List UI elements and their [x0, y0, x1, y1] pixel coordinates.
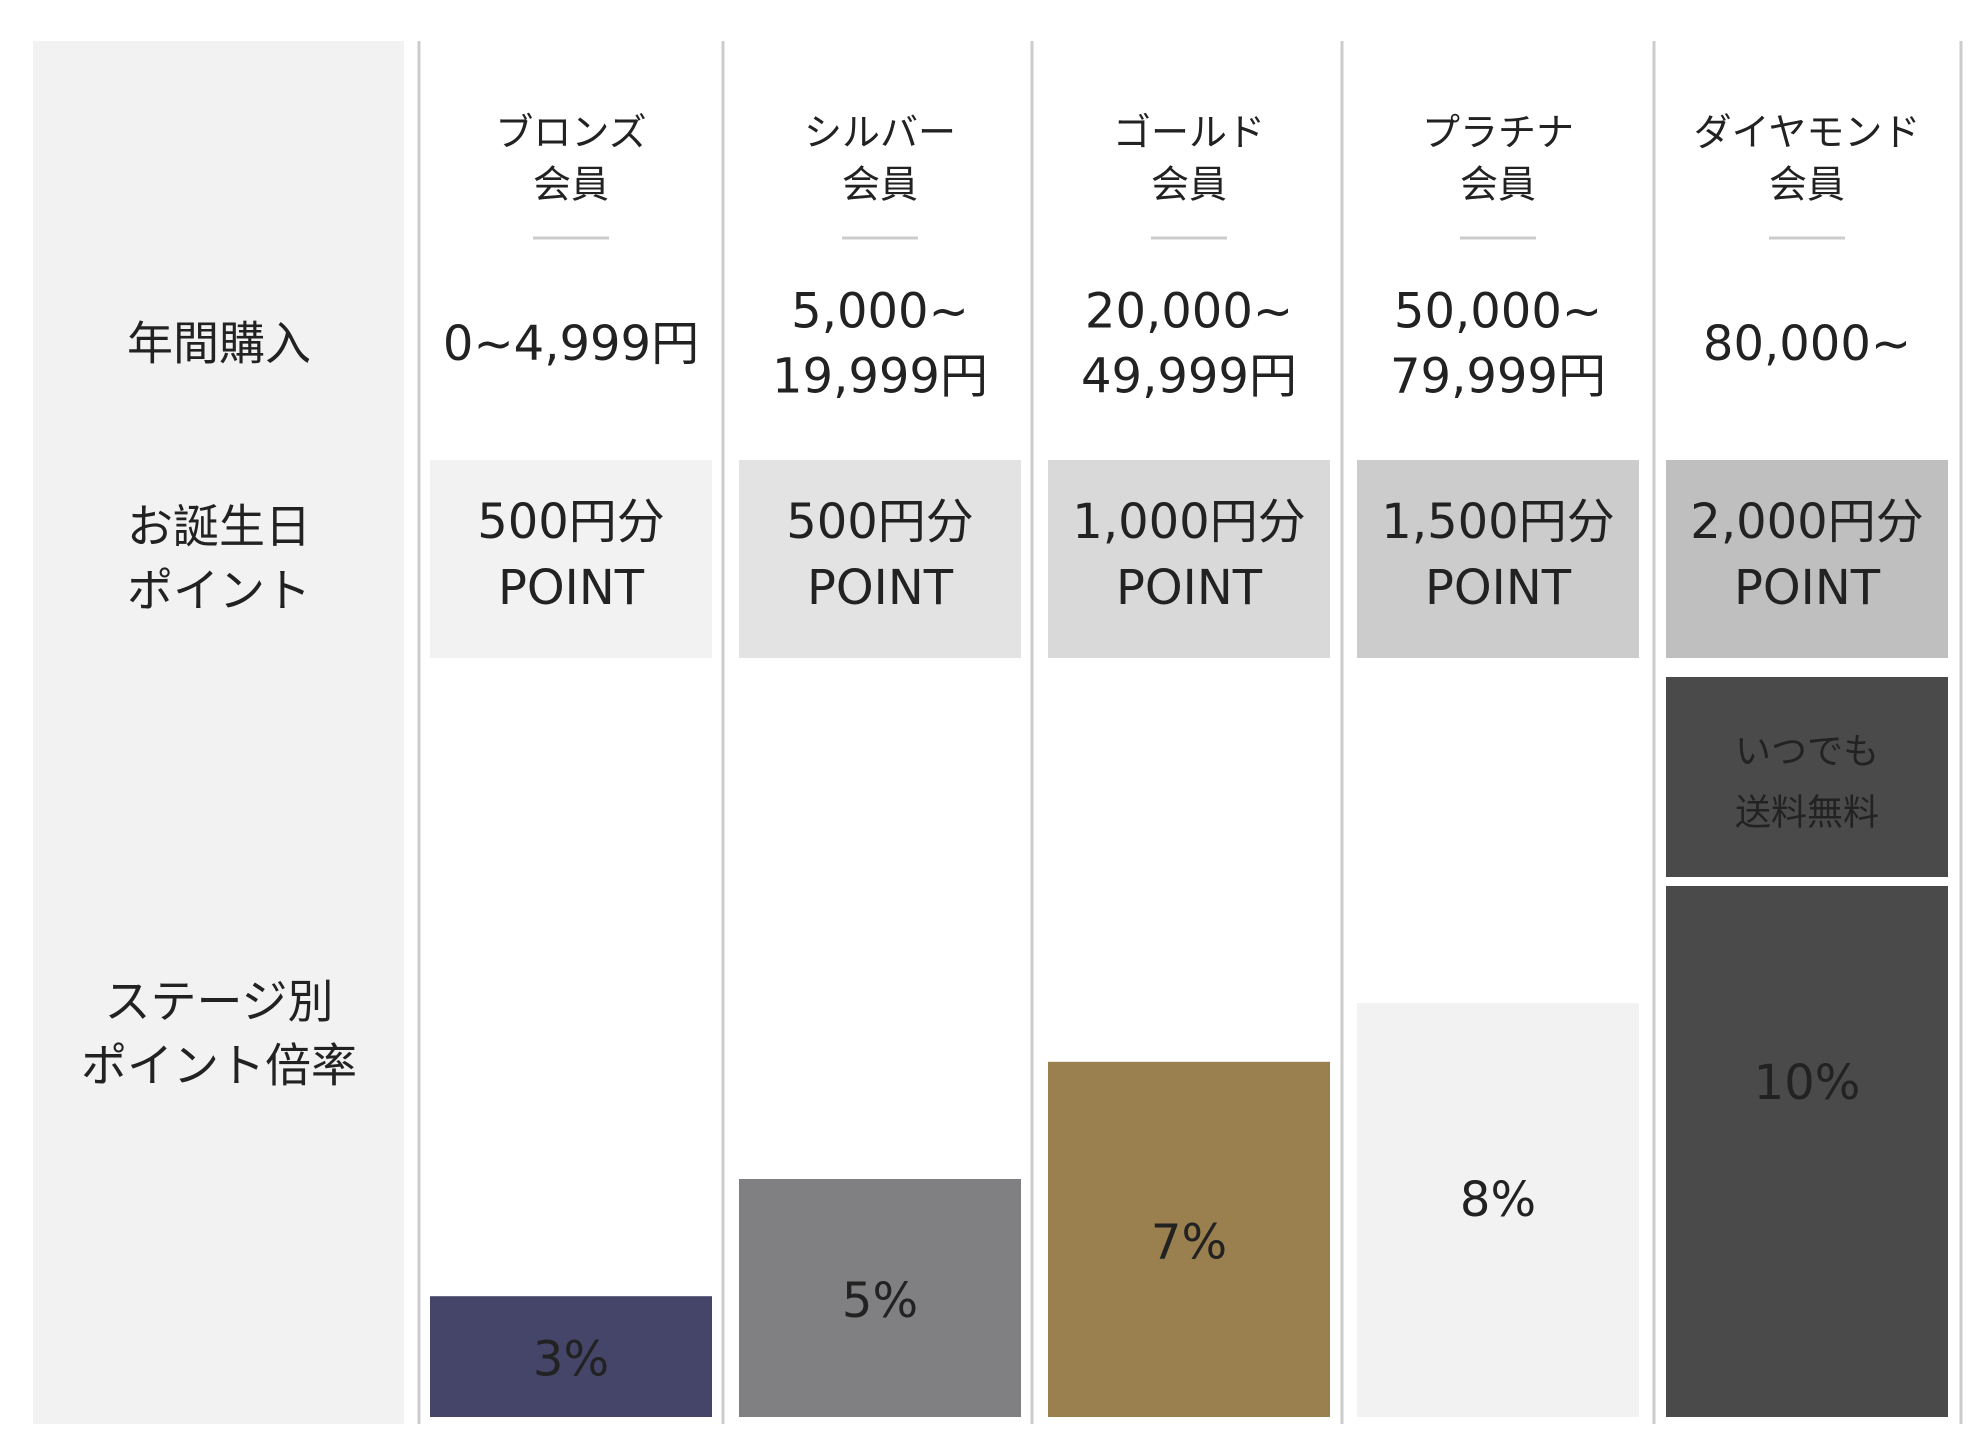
purchase-range: 49,999円: [1081, 349, 1297, 405]
rate-bar: [1666, 886, 1948, 1417]
rate-label: 5%: [842, 1273, 918, 1329]
rate-bar: [430, 1296, 712, 1417]
purchase-range: 5,000~: [791, 284, 969, 340]
birthday-cell: [1357, 460, 1639, 658]
rate-bar: [1357, 1003, 1639, 1417]
tier-name: プラチナ: [1422, 111, 1574, 155]
tier-name: 会員: [842, 163, 918, 207]
row-label: 年間購入: [127, 317, 311, 371]
birthday-point: POINT: [498, 560, 645, 616]
birthday-cell: [1048, 460, 1330, 658]
perk-cell: [1666, 677, 1948, 877]
purchase-range: 80,000~: [1703, 316, 1911, 372]
birthday-point: 2,000円分: [1690, 494, 1923, 550]
tier-name: ブロンズ: [495, 111, 646, 155]
tier-name: ゴールド: [1113, 111, 1265, 155]
birthday-point: 1,000円分: [1072, 494, 1305, 550]
birthday-point: POINT: [1425, 560, 1572, 616]
rate-bar: [739, 1179, 1021, 1417]
tier-name: 会員: [533, 163, 609, 207]
birthday-point: 1,500円分: [1381, 494, 1614, 550]
rate-label: 10%: [1754, 1055, 1861, 1111]
birthday-cell: [430, 460, 712, 658]
purchase-range: 50,000~: [1394, 284, 1602, 340]
tier-name: ダイヤモンド: [1694, 111, 1921, 155]
birthday-point: POINT: [807, 560, 954, 616]
birthday-cell: [1666, 460, 1948, 658]
row-label: ポイント: [127, 564, 311, 618]
row-label: ステージ別: [104, 975, 333, 1029]
rate-label: 8%: [1460, 1172, 1536, 1228]
birthday-point: 500円分: [477, 494, 665, 550]
birthday-point: 500円分: [786, 494, 974, 550]
tier-name: シルバー: [804, 111, 956, 155]
tier-name: 会員: [1460, 163, 1536, 207]
purchase-range: 0~4,999円: [443, 316, 699, 372]
birthday-point: POINT: [1116, 560, 1263, 616]
purchase-range: 20,000~: [1085, 284, 1293, 340]
purchase-range: 79,999円: [1390, 349, 1606, 405]
birthday-point: POINT: [1734, 560, 1881, 616]
label-column: [33, 41, 404, 1424]
row-label: ポイント倍率: [81, 1039, 357, 1093]
purchase-range: 19,999円: [772, 349, 988, 405]
rate-bar: [1048, 1061, 1330, 1417]
perk-text: いつでも: [1735, 732, 1879, 773]
row-label: お誕生日: [127, 500, 311, 554]
tier-name: 会員: [1769, 163, 1845, 207]
birthday-cell: [739, 460, 1021, 658]
rate-label: 7%: [1151, 1214, 1227, 1270]
tier-name: 会員: [1151, 163, 1227, 207]
perk-text: 送料無料: [1735, 793, 1879, 834]
rate-label: 3%: [533, 1332, 609, 1388]
